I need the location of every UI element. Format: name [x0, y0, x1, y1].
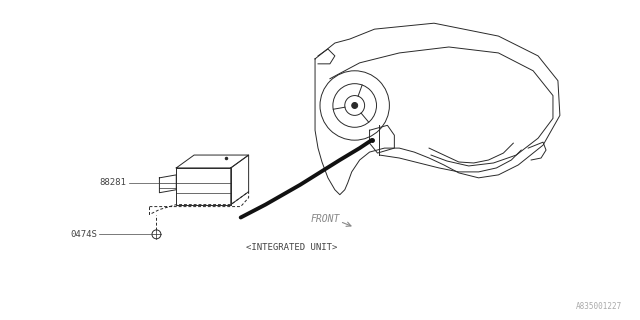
Text: 88281: 88281 — [100, 178, 127, 187]
Text: FRONT: FRONT — [310, 214, 339, 224]
Circle shape — [352, 102, 358, 108]
Text: <INTEGRATED UNIT>: <INTEGRATED UNIT> — [246, 243, 337, 252]
Text: 0474S: 0474S — [70, 230, 97, 239]
Text: A835001227: A835001227 — [576, 302, 622, 311]
